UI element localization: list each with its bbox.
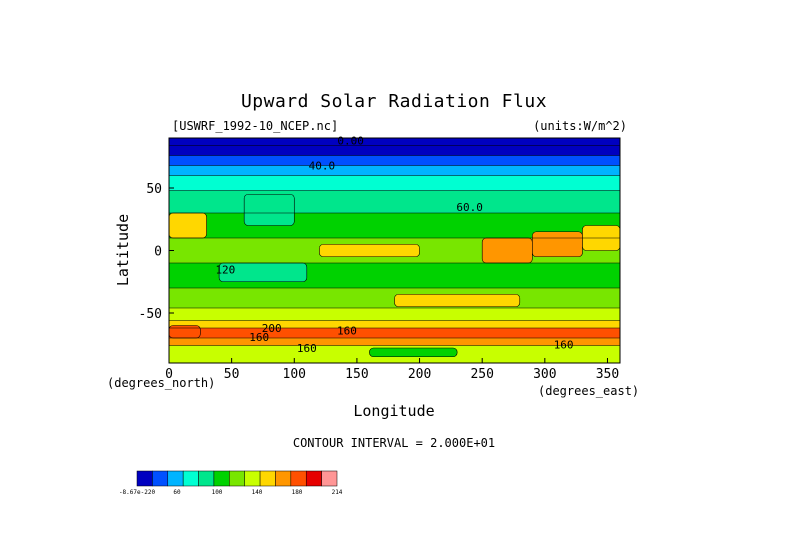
- contour-interval-label: CONTOUR INTERVAL = 2.000E+01: [293, 436, 495, 450]
- flux-patch: [481, 237, 533, 264]
- flux-band: [169, 155, 620, 166]
- flux-band: [169, 145, 620, 156]
- colorbar-swatch: [244, 470, 261, 487]
- source-file-label: [USWRF_1992-10_NCEP.nc]: [172, 119, 338, 133]
- y-tick-label: -50: [139, 307, 162, 322]
- plot-area: [168, 138, 621, 364]
- flux-patch: [394, 293, 521, 308]
- x-tick-label: 250: [470, 367, 493, 382]
- colorbar: [136, 470, 338, 487]
- contour-label: 160: [337, 325, 357, 338]
- x-tick-label: 50: [224, 367, 240, 382]
- contour-label: 40.0: [309, 160, 336, 173]
- contour-label: 160: [297, 342, 317, 355]
- x-tick-label: 300: [533, 367, 556, 382]
- flux-band: [169, 138, 620, 146]
- contour-label: 0.00: [337, 135, 364, 148]
- chart-title: Upward Solar Radiation Flux: [241, 91, 547, 112]
- colorbar-tick-label: -8.67e-220: [119, 489, 156, 496]
- colorbar-swatch: [305, 470, 322, 487]
- flux-band: [169, 308, 620, 321]
- x-tick-label: 200: [408, 367, 431, 382]
- colorbar-labels: -8.67e-220 60 100 140 180 214: [119, 489, 343, 496]
- y-tick-label: 50: [146, 182, 162, 197]
- colorbar-swatch: [229, 470, 245, 487]
- colorbar-swatch: [290, 470, 307, 487]
- flux-patch: [168, 325, 201, 339]
- colorbar-tick-label: 60: [173, 489, 181, 496]
- contour-label: 160: [249, 331, 269, 344]
- colorbar-swatch: [321, 470, 338, 487]
- x-unit-label: (degrees_east): [538, 384, 639, 398]
- y-unit-label: (degrees_north): [107, 376, 215, 390]
- x-axis-ticks: 0 50 100 150 200 250 300 350: [165, 358, 619, 382]
- flux-band: [169, 328, 620, 338]
- flux-band: [169, 165, 620, 176]
- colorbar-swatch: [213, 470, 230, 487]
- x-tick-label: 0: [165, 367, 173, 382]
- y-axis-ticks: 50 0 -50: [139, 182, 174, 322]
- colorbar-swatch: [167, 470, 184, 487]
- x-axis-label: Longitude: [353, 402, 434, 420]
- colorbar-tick-label: 214: [332, 489, 343, 496]
- flux-patch: [243, 193, 295, 226]
- contour-label: 200: [262, 322, 282, 335]
- flux-band: [169, 175, 620, 191]
- flux-patch: [319, 243, 420, 258]
- units-label: (units:W/m^2): [533, 119, 627, 133]
- colorbar-swatch: [275, 470, 292, 487]
- flux-patch: [168, 212, 207, 239]
- contour-label: 60.0: [456, 201, 483, 214]
- colorbar-swatch: [259, 470, 276, 487]
- x-tick-label: 350: [596, 367, 619, 382]
- colorbar-swatch: [182, 470, 199, 487]
- x-tick-label: 100: [283, 367, 306, 382]
- colorbar-swatch: [136, 470, 153, 487]
- contour-label: 120: [215, 263, 235, 276]
- x-tick-label: 150: [345, 367, 368, 382]
- y-axis-label: Latitude: [114, 214, 132, 286]
- colorbar-swatch: [198, 470, 215, 487]
- colorbar-tick-label: 140: [252, 489, 263, 496]
- colorbar-tick-label: 180: [292, 489, 303, 496]
- flux-band: [169, 190, 620, 213]
- flux-patch: [369, 347, 458, 358]
- flux-band: [169, 320, 620, 328]
- flux-band: [169, 338, 620, 346]
- colorbar-swatch: [152, 470, 169, 487]
- flux-patch: [532, 231, 583, 258]
- colorbar-tick-label: 100: [212, 489, 223, 496]
- contour-label: 160: [554, 338, 574, 351]
- y-tick-label: 0: [154, 245, 162, 260]
